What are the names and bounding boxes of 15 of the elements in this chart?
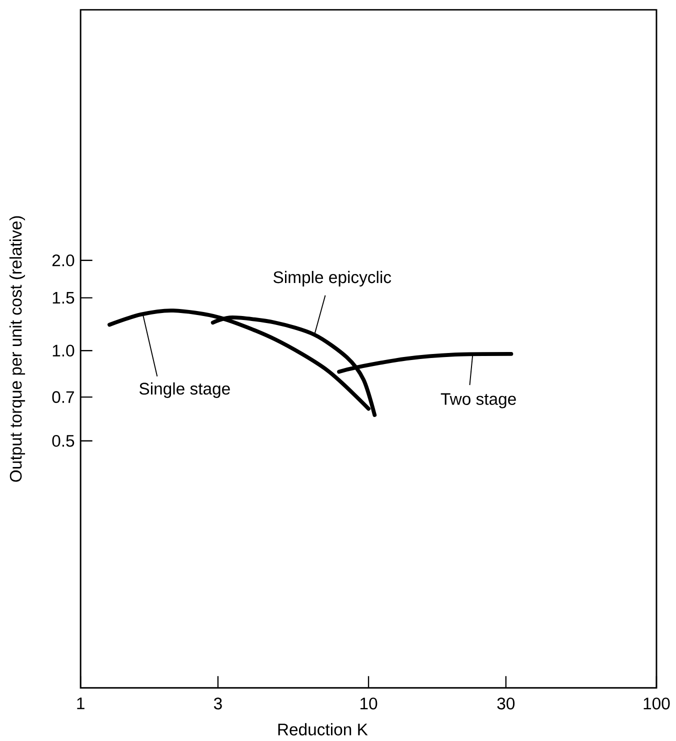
x-tick-label: 3	[214, 698, 222, 710]
x-tick-label: 1	[77, 698, 84, 710]
y-axis-title: Output torque per unit cost (relative)	[9, 216, 26, 482]
annotation: Single stage	[139, 382, 230, 398]
y-tick-label: 2.0	[52, 254, 74, 266]
x-axis-title: Reduction K	[278, 723, 368, 736]
annotation: Two stage	[440, 393, 516, 408]
y-tick-label: 0.7	[52, 391, 74, 403]
y-tick-label: 1.0	[52, 344, 74, 357]
y-tick-label: 1.5	[52, 292, 74, 304]
y-tick-label: 0.5	[52, 434, 74, 447]
annotation: Simple epicyclic	[274, 270, 392, 286]
x-tick-label: 100	[644, 698, 670, 710]
x-tick-label: 30	[497, 698, 515, 710]
x-tick-label: 10	[360, 698, 378, 710]
